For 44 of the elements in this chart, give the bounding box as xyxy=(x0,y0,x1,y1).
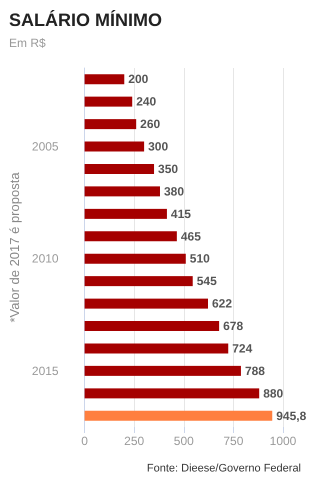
data-label: 945,8 xyxy=(276,408,307,423)
bar xyxy=(84,276,193,286)
x-tick-label: 750 xyxy=(223,434,244,448)
data-label: 510 xyxy=(190,252,210,266)
source-note: Fonte: Dieese/Governo Federal xyxy=(146,462,302,474)
y-axis-title: *Valor de 2017 é proposta xyxy=(7,172,22,323)
bar xyxy=(84,96,132,107)
bar xyxy=(84,343,228,354)
y-tick-label: 2010 xyxy=(32,252,59,266)
bar xyxy=(84,298,208,309)
bar xyxy=(84,74,124,84)
bar xyxy=(84,388,260,398)
bar xyxy=(84,231,177,242)
x-tick-label: 500 xyxy=(174,434,194,448)
chart-subtitle: Em R$ xyxy=(9,36,46,50)
data-label: 880 xyxy=(263,386,284,400)
data-label: 724 xyxy=(232,341,253,356)
data-label: 380 xyxy=(164,184,184,198)
data-label: 260 xyxy=(140,117,161,132)
bar xyxy=(84,321,220,332)
data-label: 465 xyxy=(180,229,202,244)
data-label: 678 xyxy=(223,319,244,334)
bar xyxy=(84,254,186,264)
bar xyxy=(84,208,167,219)
data-label: 350 xyxy=(158,162,178,176)
data-label: 200 xyxy=(128,72,149,86)
x-tick-label: 1000 xyxy=(270,434,297,448)
bar xyxy=(84,186,160,196)
x-tick-label: 0 xyxy=(81,434,88,448)
y-tick-label: 2005 xyxy=(32,140,59,154)
data-label: 415 xyxy=(170,206,192,221)
data-label: 300 xyxy=(148,140,168,154)
data-label: 622 xyxy=(212,296,232,311)
chart-title: SALÁRIO MÍNIMO xyxy=(9,10,162,30)
data-label: 545 xyxy=(196,274,218,288)
y-tick-label: 2015 xyxy=(32,364,59,378)
bar xyxy=(84,410,272,421)
x-tick-label: 250 xyxy=(124,434,145,448)
bar xyxy=(84,164,154,174)
data-label: 240 xyxy=(136,94,157,109)
data-label: 788 xyxy=(244,364,266,378)
bar xyxy=(84,119,136,130)
bar xyxy=(84,142,144,152)
bar xyxy=(84,366,241,376)
